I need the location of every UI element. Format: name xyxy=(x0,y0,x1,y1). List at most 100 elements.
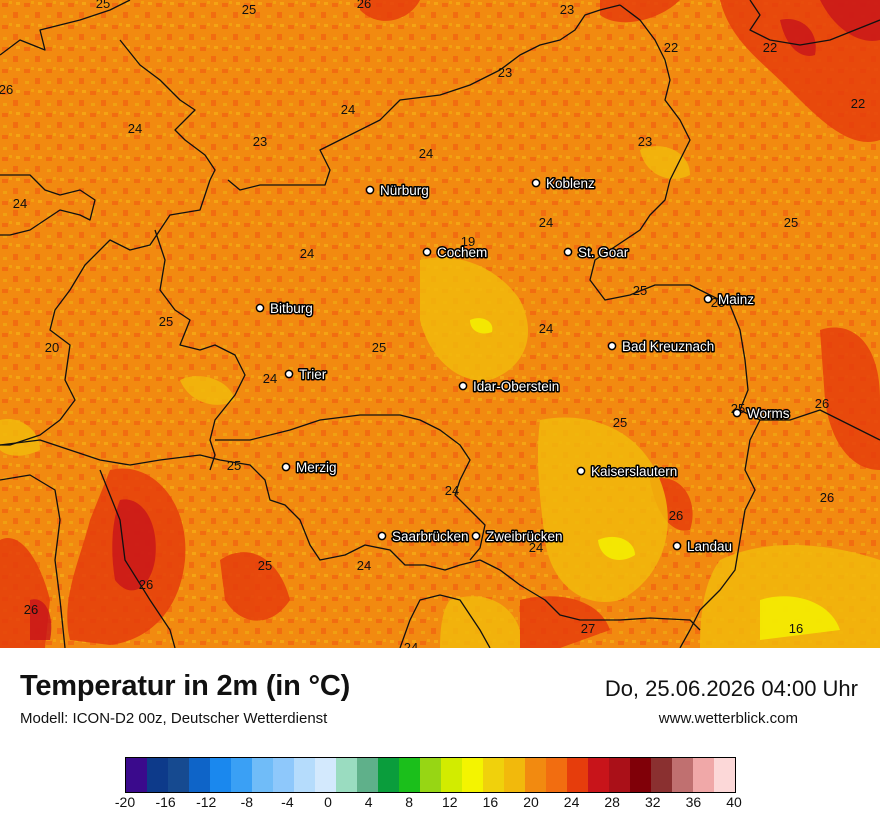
colorbar-tick-label: 0 xyxy=(324,794,332,810)
temperature-value-label: 26 xyxy=(24,602,38,617)
state-border-north xyxy=(0,0,216,446)
city-dot xyxy=(531,178,541,188)
border-nne xyxy=(749,0,880,46)
colorbar-segment xyxy=(525,758,546,792)
border-sw2 xyxy=(99,469,176,648)
country-border-lux xyxy=(154,229,246,471)
city-dot xyxy=(576,466,586,476)
website-link[interactable]: www.wetterblick.com xyxy=(658,710,798,727)
colorbar-tick-label: 12 xyxy=(442,794,458,810)
colorbar-tick-label: 32 xyxy=(645,794,661,810)
map-canvas: 25 26 23 25 23 22 22 22 24 24 24 23 23 24 24 19 24 25 24 25… xyxy=(0,0,880,648)
city-marker-koblenz[interactable]: Koblenz xyxy=(531,175,597,193)
temperature-value-label: 26 xyxy=(815,396,829,411)
city-marker-kaiserslautern[interactable]: Kaiserslautern xyxy=(576,463,679,481)
country-border-fr xyxy=(0,439,481,571)
city-marker-cochem[interactable]: Cochem xyxy=(422,244,489,262)
city-label: Saarbrücken xyxy=(392,529,469,544)
city-marker-st-goar[interactable]: St. Goar xyxy=(563,244,630,262)
city-marker-trier[interactable]: Trier xyxy=(284,366,328,384)
city-label: St. Goar xyxy=(578,245,629,260)
city-label: Mainz xyxy=(718,292,754,307)
city-label: Worms xyxy=(747,406,790,421)
colorbar-tick-label: -12 xyxy=(196,794,217,810)
colorbar-tick-label: 40 xyxy=(726,794,742,810)
city-label: Bad Kreuznach xyxy=(622,339,714,354)
colorbar-tick-label: 20 xyxy=(523,794,539,810)
temperature-value-label: 23 xyxy=(560,2,574,17)
colorbar-segment xyxy=(273,758,294,792)
colorbar-tick-label: 16 xyxy=(482,794,499,810)
forecast-datetime: Do, 25.06.2026 04:00 Uhr xyxy=(604,676,858,701)
colorbar-segment xyxy=(399,758,420,792)
city-label: Cochem xyxy=(437,245,487,260)
city-label: Idar-Oberstein xyxy=(473,379,559,394)
city-marker-saarbr-cken[interactable]: Saarbrücken xyxy=(377,528,470,546)
temperature-value-label: 22 xyxy=(664,40,678,55)
city-marker-idar-oberstein[interactable]: Idar-Oberstein xyxy=(458,378,561,396)
city-dot xyxy=(255,303,265,313)
colorbar-ticks: -20 -16 -12 -8 -4 0 4 8 12 16 20 24 28 32 36 40 xyxy=(0,794,880,814)
temperature-map[interactable]: 25 26 23 25 23 22 22 22 24 24 24 23 23 24 24 19 24 25 24 25… xyxy=(0,0,880,648)
colorbar-segment xyxy=(546,758,567,792)
value-labels: 25 26 23 25 23 22 22 22 24 24 24 23 23 24 24 19 24 25 24 25… xyxy=(0,0,865,648)
city-label: Bitburg xyxy=(270,301,313,316)
colorbar-tick-label: 8 xyxy=(405,794,414,810)
city-marker-worms[interactable]: Worms xyxy=(732,405,791,423)
city-marker-zweibr-cken[interactable]: Zweibrücken xyxy=(471,528,564,546)
border-e xyxy=(760,409,880,441)
colorbar-segment xyxy=(126,758,147,792)
city-marker-bad-kreuznach[interactable]: Bad Kreuznach xyxy=(607,338,716,356)
city-marker-bitburg[interactable]: Bitburg xyxy=(255,300,314,318)
temperature-value-label: 24 xyxy=(539,321,553,336)
colorbar-tick-label: -4 xyxy=(281,794,294,810)
colorbar-segment xyxy=(672,758,693,792)
colorbar-segment xyxy=(609,758,630,792)
city-label: Merzig xyxy=(296,460,337,475)
colorbar-segment xyxy=(252,758,273,792)
city-dot xyxy=(422,247,432,257)
city-dot xyxy=(672,541,682,551)
colorbar-tick-label: -20 xyxy=(114,794,136,810)
state-border-east xyxy=(589,4,761,648)
temperature-value-label: 24 xyxy=(341,102,355,117)
colorbar-segment xyxy=(630,758,651,792)
colorbar-segment xyxy=(441,758,462,792)
temperature-value-label: 25 xyxy=(633,283,647,298)
temperature-value-label: 25 xyxy=(784,215,798,230)
city-marker-landau[interactable]: Landau xyxy=(672,538,734,556)
city-label: Trier xyxy=(299,367,327,382)
temperature-value-label: 25 xyxy=(258,558,272,573)
temperature-value-label: 25 xyxy=(227,458,241,473)
yellow-spots xyxy=(470,318,840,640)
border-south xyxy=(479,559,701,631)
city-dot xyxy=(563,247,573,257)
city-marker-n-rburg[interactable]: Nürburg xyxy=(365,182,430,200)
temperature-value-label: 22 xyxy=(851,96,865,111)
legend-footer: Temperatur in 2m (in °C) Modell: ICON-D2… xyxy=(0,648,880,830)
city-dot xyxy=(284,369,294,379)
temperature-value-label: 19 xyxy=(461,234,475,249)
temperature-value-label: 25 xyxy=(242,2,256,17)
colorbar-segment xyxy=(210,758,231,792)
city-dot xyxy=(458,381,468,391)
temperature-value-label: 25 xyxy=(372,340,386,355)
city-marker-merzig[interactable]: Merzig xyxy=(281,459,338,477)
temperature-value-label: 24 xyxy=(13,196,27,211)
colorbar-tick-label: 4 xyxy=(364,794,373,810)
model-info: Modell: ICON-D2 00z, Deutscher Wetterdie… xyxy=(20,710,328,727)
temperature-value-label: 26 xyxy=(669,508,683,523)
map-title: Temperatur in 2m (in °C) xyxy=(20,670,351,702)
colorbar-segment xyxy=(693,758,714,792)
dark-red-patches xyxy=(30,0,880,640)
temperature-value-label: 24 xyxy=(300,246,314,261)
temperature-value-label: 25 xyxy=(711,295,725,310)
temperature-value-label: 24 xyxy=(529,540,543,555)
city-marker-mainz[interactable]: Mainz xyxy=(703,291,756,309)
colorbar-segment xyxy=(294,758,315,792)
borders xyxy=(0,0,880,648)
border-south-bl xyxy=(399,594,491,648)
temperature-value-label: 24 xyxy=(419,146,433,161)
temperature-value-label: 24 xyxy=(539,215,553,230)
temperature-value-label: 24 xyxy=(128,121,142,136)
